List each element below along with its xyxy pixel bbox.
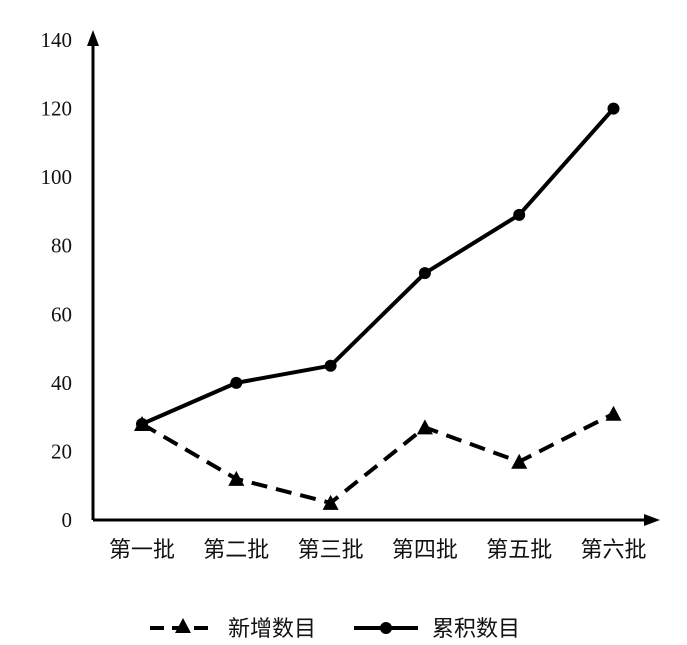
series-line-2 xyxy=(141,107,615,426)
series-1-point xyxy=(416,419,433,435)
series-2-point xyxy=(230,376,243,389)
legend-circle-icon xyxy=(380,622,392,634)
y-tick-labels: 0 20 40 60 80 100 120 140 xyxy=(41,28,73,532)
x-tick-label: 第六批 xyxy=(580,538,646,563)
series-2-point xyxy=(136,418,148,430)
series-1-point xyxy=(605,405,622,421)
y-tick-label: 20 xyxy=(51,439,72,463)
x-tick-label: 第一批 xyxy=(109,538,175,563)
x-tick-labels: 第一批 第二批 第三批 第四批 第五批 第六批 xyxy=(109,538,647,563)
y-tick-label: 40 xyxy=(51,371,72,395)
x-tick-label: 第三批 xyxy=(298,538,364,563)
series-line-1 xyxy=(140,411,615,505)
legend-item-cumulative: 累积数目 xyxy=(354,617,520,642)
x-axis xyxy=(93,514,660,526)
x-tick-label: 第四批 xyxy=(392,538,458,563)
series-layer xyxy=(134,102,622,510)
x-tick-label: 第五批 xyxy=(486,538,552,563)
x-tick-label: 第二批 xyxy=(203,538,269,563)
y-tick-label: 80 xyxy=(51,234,72,258)
series-2-point xyxy=(418,267,431,280)
legend-label-added: 新增数目 xyxy=(228,617,316,642)
series-1-point xyxy=(322,494,339,510)
y-tick-label: 60 xyxy=(51,302,72,326)
series-2-point xyxy=(513,208,526,221)
series-1-point xyxy=(511,453,528,469)
y-tick-label: 100 xyxy=(41,165,73,189)
y-tick-label: 140 xyxy=(41,28,73,52)
y-axis-arrow-icon xyxy=(87,30,99,46)
y-tick-label: 0 xyxy=(62,508,73,532)
x-axis-arrow-icon xyxy=(644,514,660,526)
series-1-point xyxy=(228,470,245,486)
legend-triangle-icon xyxy=(175,618,191,633)
series-2-point xyxy=(324,359,337,372)
legend: 新增数目 累积数目 xyxy=(150,617,520,642)
legend-label-cumulative: 累积数目 xyxy=(432,617,520,642)
legend-item-added: 新增数目 xyxy=(150,617,316,642)
y-tick-label: 120 xyxy=(41,97,73,121)
y-axis xyxy=(87,30,99,520)
series-2-point xyxy=(607,102,620,115)
